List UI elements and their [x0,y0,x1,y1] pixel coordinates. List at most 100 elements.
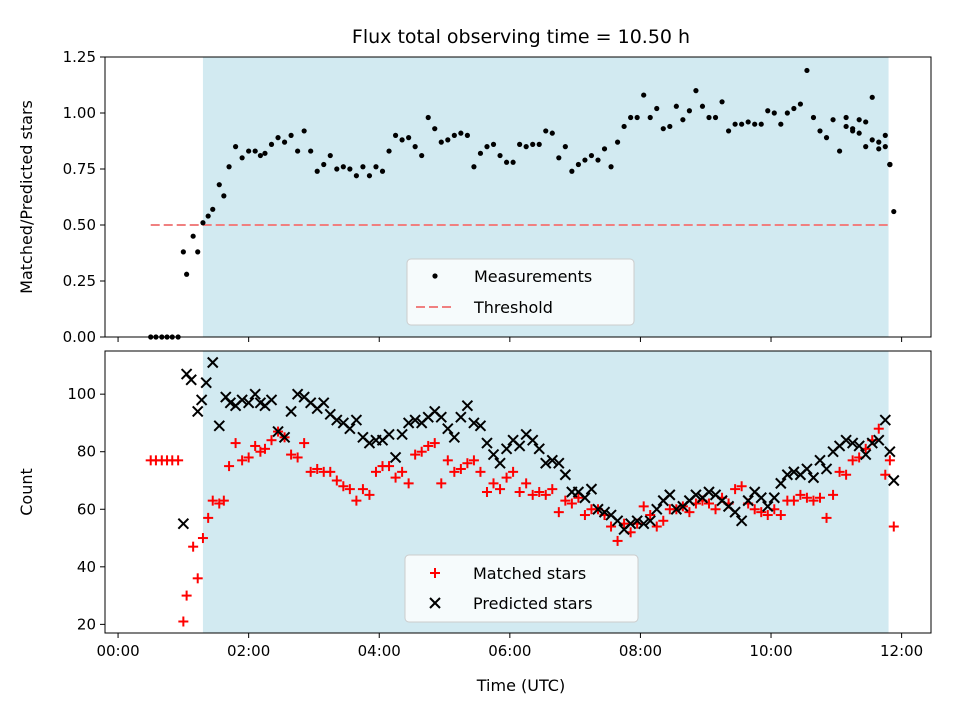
matched-star-point [645,510,656,521]
predicted-star-point-b [670,503,683,515]
matched-star-point [259,443,270,454]
measurement-point [784,110,790,116]
measurement-point [301,128,307,134]
matched-star-point [243,452,254,463]
predicted-star-point-b [888,474,900,487]
matched-star-point [370,466,381,477]
measurement-point [595,157,601,163]
predicted-star-point-b [487,448,500,461]
measurement-point [464,132,470,138]
measurement-point [628,114,634,121]
measurement-point [477,150,484,156]
matched-star-point [873,423,884,434]
predicted-star-point-b [768,492,780,504]
matched-star-point [203,512,214,523]
predicted-star-point-b [389,451,402,464]
matched-star-point [703,498,714,509]
matched-star-point [814,492,825,503]
measurement-point [582,157,588,163]
measurement-point [399,137,405,143]
predicted-star-point-b [461,399,474,412]
measurement-point [588,152,595,159]
predicted-star-point-b [254,397,267,409]
matched-star-point [305,466,316,477]
predicted-star-point-b [631,515,643,527]
predicted-star-point [213,420,225,432]
predicted-star-point-b [468,417,480,429]
predicted-star-point [350,414,363,426]
measurement-point [771,110,777,116]
measurement-point [745,119,751,125]
predicted-star-point [468,417,480,429]
measurement-point [699,103,706,109]
predicted-star-point [402,417,415,429]
matched-star-point [181,590,192,601]
y-tick-label: 0.25 [63,272,96,290]
measurement-point [601,146,608,152]
measurement-point [863,144,869,150]
predicted-star-point-b [572,486,585,498]
matched-star-point [224,461,235,472]
matched-star-point [847,455,858,466]
x-tick-label: 06:00 [488,642,531,660]
predicted-star-point [884,446,896,458]
predicted-star-point [546,454,558,467]
predicted-star-point-b [690,489,702,501]
matched-star-point [501,472,512,483]
predicted-star-point [331,414,343,426]
measurement-point [575,161,581,168]
matched-star-point [188,541,199,552]
measurement-point [216,182,222,188]
matched-star-point [410,449,421,460]
matched-star-point [299,438,310,449]
matched-star-point [344,484,355,495]
predicted-star-point-b [820,463,833,475]
matched-star-point [573,492,584,503]
predicted-star-point [670,503,683,515]
measurement-point [327,152,333,159]
measurement-point [876,139,882,145]
predicted-star-point-b [435,411,447,423]
measurement-point [295,148,301,154]
matched-star-point [390,472,401,483]
predicted-star-point [448,431,461,444]
predicted-star-point-b [559,469,572,481]
predicted-star-point-b [396,428,408,441]
measurement-point [438,139,444,145]
matched-star-point [351,495,362,506]
matched-star-point [566,498,577,509]
measurement-point [195,249,201,255]
y-tick-label: 100 [67,385,96,403]
predicted-star-point-b [500,443,513,455]
matched-star-point [508,466,519,477]
predicted-star-point-b [611,515,624,527]
predicted-star-point-b [207,356,219,369]
matched-star-point [423,440,434,451]
predicted-star-point [513,440,526,452]
predicted-star-point [474,420,487,432]
measurement-point [497,152,503,159]
measurement-point [517,141,523,147]
measurement-point [823,135,830,141]
matched-star-point [808,495,819,506]
predicted-star-point [291,388,304,400]
measurement-point [379,168,386,174]
measurement-point [445,137,451,143]
measurement-point [268,141,275,147]
predicted-star-point-b [180,368,193,380]
measurement-point [614,139,621,145]
predicted-star-point-b [236,394,248,406]
predicted-star-point-b [455,411,467,423]
predicted-star-point [873,434,885,446]
measurement-point [856,117,862,123]
matched-star-point [436,478,447,489]
predicted-star-point-b [866,437,878,449]
predicted-star-point [631,515,643,527]
measurement-point [262,150,268,156]
x-tick-label: 10:00 [749,642,792,660]
measurement-point [843,114,849,121]
predicted-star-point-b [585,483,598,495]
measurement-point [778,121,784,127]
y-axis-label: Count [17,468,36,516]
predicted-star-point-b [481,437,493,449]
